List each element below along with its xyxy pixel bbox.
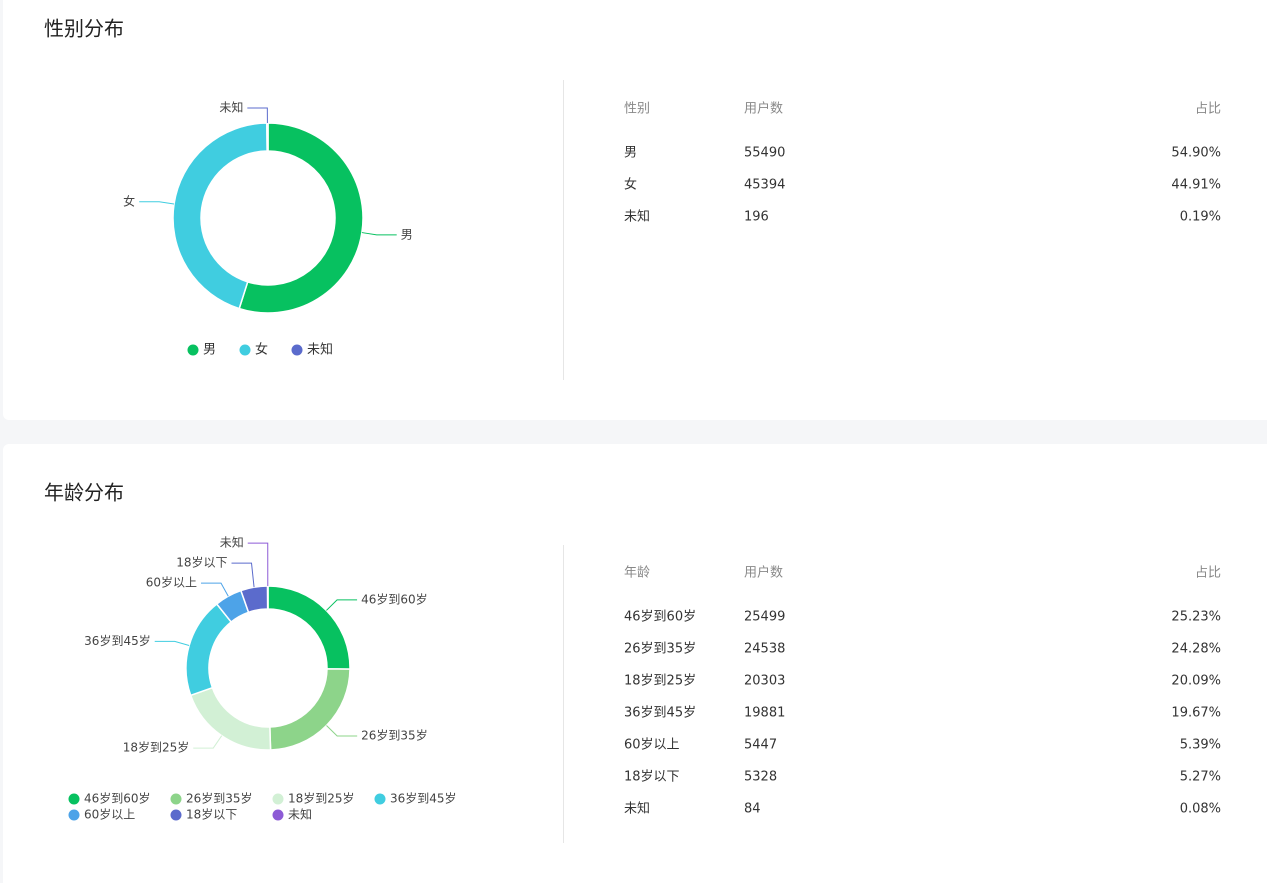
table-cell: 未知	[624, 801, 650, 817]
table-cell: 45394	[744, 178, 785, 193]
legend-label: 18岁以下	[186, 807, 237, 822]
table-cell: 5.27%	[1180, 770, 1221, 785]
label-line	[154, 640, 190, 646]
legend-marker	[170, 809, 182, 821]
panel	[3, 444, 1267, 883]
table-cell: 26岁到35岁	[624, 642, 696, 657]
section-title: 年龄分布	[44, 481, 124, 505]
label-line	[326, 725, 358, 737]
table-cell: 44.91%	[1171, 178, 1221, 193]
table-cell: 女	[624, 177, 637, 193]
table-cell: 20303	[744, 674, 785, 689]
table-cell: 5328	[744, 770, 777, 785]
legend-marker	[272, 793, 284, 805]
slice-label: 18岁到25岁	[123, 740, 190, 755]
table-cell: 25499	[744, 610, 785, 625]
label-line	[139, 201, 175, 205]
table-header: 用户数	[744, 101, 783, 117]
slice-label: 60岁以上	[146, 575, 197, 590]
label-line	[201, 582, 229, 597]
legend-marker	[291, 344, 303, 356]
panel	[3, 0, 1267, 420]
legend-marker	[68, 809, 80, 821]
legend-marker	[272, 809, 284, 821]
legend-label: 未知	[288, 808, 312, 822]
label-line	[247, 542, 269, 587]
table-cell: 196	[744, 210, 769, 225]
pie-slice	[238, 122, 364, 314]
table-header: 性别	[624, 102, 650, 117]
table-cell: 55490	[744, 146, 785, 161]
table-cell: 24.28%	[1171, 642, 1221, 657]
slice-label: 女	[123, 193, 135, 208]
label-line	[193, 735, 223, 749]
table-cell: 未知	[624, 209, 650, 225]
legend-marker	[239, 344, 251, 356]
table-cell: 36岁到45岁	[624, 706, 696, 721]
slice-label: 男	[401, 227, 413, 241]
table-cell: 84	[744, 802, 761, 817]
slice-label: 26岁到35岁	[361, 728, 428, 743]
slice-label: 18岁以下	[176, 555, 227, 570]
table-header: 占比	[1195, 566, 1221, 581]
table-cell: 25.23%	[1171, 610, 1221, 625]
slice-label: 46岁到60岁	[361, 591, 428, 606]
table-cell: 男	[624, 146, 637, 161]
section-title: 性别分布	[44, 17, 124, 41]
slice-label: 36岁到45岁	[84, 633, 151, 648]
table-cell: 0.08%	[1180, 802, 1221, 817]
legend-marker	[170, 793, 182, 805]
table-cell: 0.19%	[1180, 210, 1221, 225]
label-line	[361, 232, 397, 236]
legend-marker	[374, 793, 386, 805]
slice-label: 未知	[220, 536, 244, 550]
table-cell: 19.67%	[1171, 706, 1221, 721]
legend-label: 女	[255, 342, 268, 358]
table-cell: 20.09%	[1171, 674, 1221, 689]
slice-label: 未知	[219, 101, 243, 115]
table-header: 年龄	[624, 566, 650, 581]
pie-slice	[266, 122, 269, 152]
table-cell: 24538	[744, 642, 785, 657]
legend-label: 36岁到45岁	[390, 791, 457, 806]
legend-marker	[68, 793, 80, 805]
table-cell: 60岁以上	[624, 738, 680, 753]
legend-label: 未知	[307, 342, 333, 358]
pie-slice	[172, 122, 268, 310]
label-line	[247, 107, 268, 124]
legend-marker	[187, 344, 199, 356]
table-header: 占比	[1195, 102, 1221, 117]
label-line	[326, 599, 358, 611]
legend-label: 26岁到35岁	[186, 791, 253, 806]
table-cell: 18岁以下	[624, 770, 680, 785]
legend-label: 18岁到25岁	[288, 791, 355, 806]
table-cell: 54.90%	[1171, 146, 1221, 161]
table-header: 用户数	[744, 565, 783, 581]
table-cell: 5447	[744, 738, 777, 753]
table-cell: 5.39%	[1180, 738, 1221, 753]
label-line	[231, 562, 255, 588]
table-cell: 18岁到25岁	[624, 674, 696, 689]
legend-label: 60岁以上	[84, 807, 135, 822]
legend-label: 男	[203, 343, 216, 358]
table-cell: 46岁到60岁	[624, 610, 696, 625]
table-cell: 19881	[744, 706, 785, 721]
legend-label: 46岁到60岁	[84, 791, 151, 806]
